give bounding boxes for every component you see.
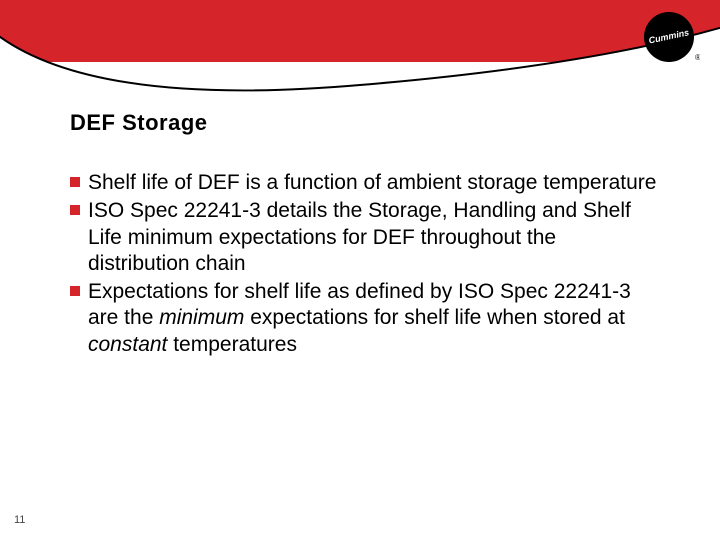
page-number: 11 xyxy=(14,514,25,526)
bullet-text: ISO Spec 22241-3 details the Storage, Ha… xyxy=(88,198,660,277)
brand-logo: Cummins ® xyxy=(642,8,700,66)
bullet-item: Shelf life of DEF is a function of ambie… xyxy=(70,170,660,196)
header-red-band xyxy=(0,0,720,62)
bullet-marker-icon xyxy=(70,205,80,215)
bullet-text: Shelf life of DEF is a function of ambie… xyxy=(88,170,660,196)
bullet-item: ISO Spec 22241-3 details the Storage, Ha… xyxy=(70,198,660,277)
bullet-list: Shelf life of DEF is a function of ambie… xyxy=(70,170,660,360)
bullet-marker-icon xyxy=(70,177,80,187)
bullet-text: Expectations for shelf life as defined b… xyxy=(88,279,660,358)
bullet-marker-icon xyxy=(70,286,80,296)
registered-mark: ® xyxy=(695,53,700,62)
bullet-item: Expectations for shelf life as defined b… xyxy=(70,279,660,358)
slide-title: DEF Storage xyxy=(70,110,208,136)
